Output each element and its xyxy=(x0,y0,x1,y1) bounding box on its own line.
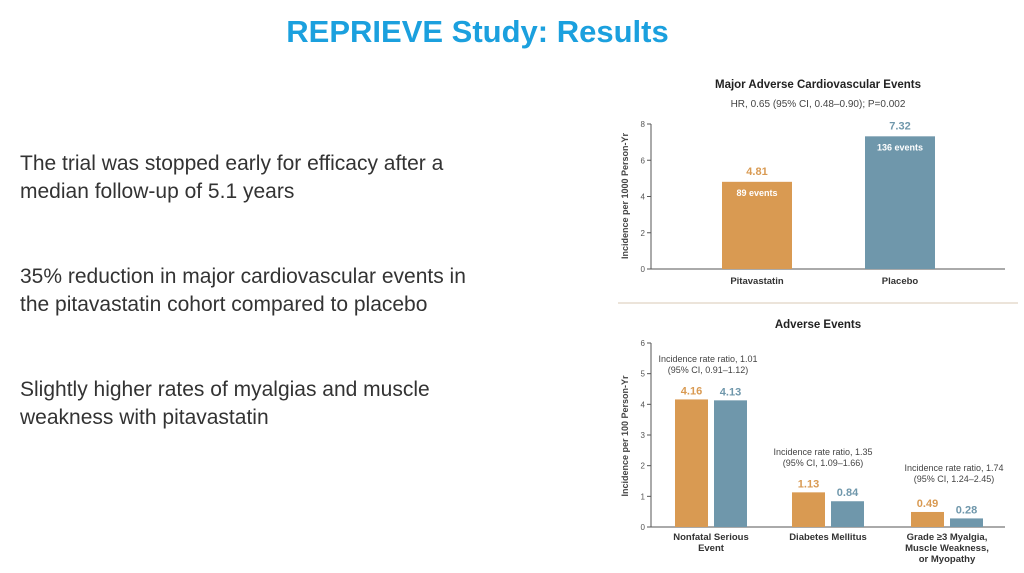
adverse-events-value-label: 0.49 xyxy=(917,498,938,510)
adverse-events-y-tick-label: 0 xyxy=(641,523,646,532)
bullet-1: The trial was stopped early for efficacy… xyxy=(20,150,560,206)
adverse-events-bar xyxy=(792,492,825,527)
mace-events-label: 89 events xyxy=(736,188,777,198)
adverse-events-value-label: 4.16 xyxy=(681,385,702,397)
adverse-events-bar xyxy=(675,399,708,527)
adverse-events-bar xyxy=(714,400,747,527)
adverse-events-chart: Adverse Events Incidence per 100 Person-… xyxy=(620,319,1005,565)
mace-chart-subtitle: HR, 0.65 (95% CI, 0.48–0.90); P=0.002 xyxy=(731,99,906,110)
adverse-events-bar xyxy=(950,518,983,527)
mace-category-label: Pitavastatin xyxy=(730,276,784,287)
adverse-events-value-label: 0.28 xyxy=(956,504,977,516)
adverse-events-y-tick-label: 5 xyxy=(641,370,646,379)
incidence-rate-ratio-annotation: Incidence rate ratio, 1.01 xyxy=(658,354,757,364)
adverse-events-category-label: Muscle Weakness, xyxy=(905,543,989,554)
adverse-events-category-label: Diabetes Mellitus xyxy=(789,532,867,543)
incidence-rate-ratio-annotation: (95% CI, 0.91–1.12) xyxy=(668,365,749,375)
adverse-events-y-tick-label: 1 xyxy=(641,492,646,501)
mace-value-label: 7.32 xyxy=(889,120,910,132)
mace-category-label: Placebo xyxy=(882,276,919,287)
bullet-3-line-2: weakness with pitavastatin xyxy=(20,406,269,429)
mace-bar-placebo xyxy=(865,136,935,269)
mace-chart: Major Adverse Cardiovascular Events HR, … xyxy=(620,79,1005,287)
adverse-events-category-label: Grade ≥3 Myalgia, xyxy=(907,532,988,543)
adverse-events-value-label: 0.84 xyxy=(837,487,859,499)
incidence-rate-ratio-annotation: (95% CI, 1.09–1.66) xyxy=(783,458,864,468)
adverse-events-value-label: 4.13 xyxy=(720,386,741,398)
bullet-2: 35% reduction in major cardiovascular ev… xyxy=(20,263,560,319)
adverse-events-y-tick-label: 4 xyxy=(641,400,646,409)
mace-value-label: 4.81 xyxy=(746,166,767,178)
incidence-rate-ratio-annotation: (95% CI, 1.24–2.45) xyxy=(914,474,995,484)
incidence-rate-ratio-annotation: Incidence rate ratio, 1.35 xyxy=(773,447,872,457)
adverse-events-category-label: Event xyxy=(698,543,725,554)
bullet-2-line-1: 35% reduction in major cardiovascular ev… xyxy=(20,265,466,288)
adverse-events-category-label: Nonfatal Serious xyxy=(673,532,749,543)
adverse-events-y-tick-label: 3 xyxy=(641,431,646,440)
mace-chart-title: Major Adverse Cardiovascular Events xyxy=(715,79,921,91)
bullet-1-line-1: The trial was stopped early for efficacy… xyxy=(20,152,444,175)
adverse-events-y-tick-label: 6 xyxy=(641,339,646,348)
adverse-events-y-axis-label: Incidence per 100 Person-Yr xyxy=(620,375,630,497)
adverse-events-bar xyxy=(911,511,944,527)
adverse-events-chart-title: Adverse Events xyxy=(775,319,861,331)
slide-title: REPRIEVE Study: Results xyxy=(286,14,669,49)
adverse-events-category-label: or Myopathy xyxy=(919,554,976,565)
adverse-events-bar xyxy=(831,501,864,527)
mace-y-tick-label: 2 xyxy=(641,229,646,238)
mace-bar-pitavastatin xyxy=(722,181,792,269)
bullet-3: Slightly higher rates of myalgias and mu… xyxy=(20,376,560,432)
mace-y-tick-label: 8 xyxy=(641,120,646,129)
mace-y-axis-label: Incidence per 1000 Person-Yr xyxy=(620,132,630,259)
bullet-2-line-2: the pitavastatin cohort compared to plac… xyxy=(20,293,428,316)
mace-y-tick-label: 0 xyxy=(641,265,646,274)
mace-y-tick-label: 6 xyxy=(641,156,646,165)
adverse-events-y-tick-label: 2 xyxy=(641,462,646,471)
adverse-events-value-label: 1.13 xyxy=(798,478,819,490)
bullet-3-line-1: Slightly higher rates of myalgias and mu… xyxy=(20,378,430,401)
incidence-rate-ratio-annotation: Incidence rate ratio, 1.74 xyxy=(904,463,1003,473)
mace-y-tick-label: 4 xyxy=(641,193,646,202)
bullet-1-line-2: median follow-up of 5.1 years xyxy=(20,180,295,203)
mace-events-label: 136 events xyxy=(877,142,923,152)
